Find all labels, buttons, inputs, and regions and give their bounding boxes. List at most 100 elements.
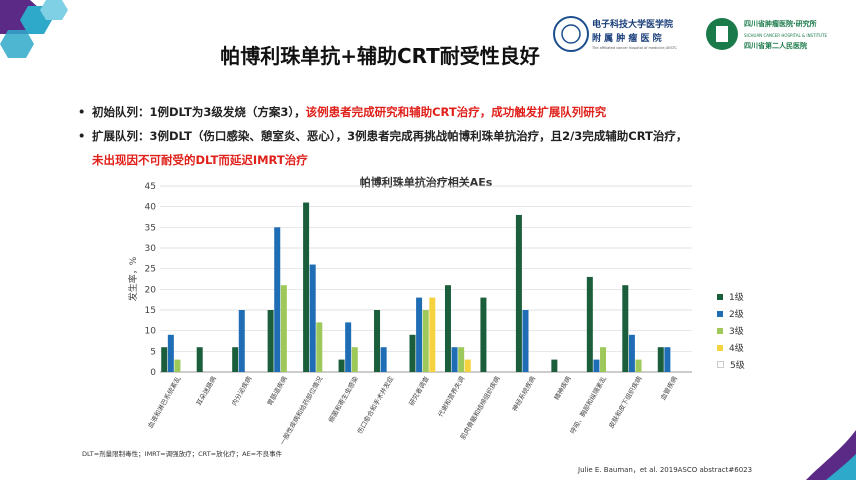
bar-1级 [657, 347, 664, 372]
x-tick-label: 耳朵迷路病 [194, 374, 218, 407]
bar-2级 [628, 334, 635, 372]
bar-1级 [338, 359, 345, 372]
bar-2级 [167, 334, 174, 372]
uestc-en: The affiliated cancer hospital of medici… [591, 46, 678, 50]
bullet-highlight: 未出现因不可耐受的DLT而延迟IMRT治疗 [92, 153, 308, 167]
sccc-name2: 四川省第二人民医院 [744, 41, 807, 50]
x-tick-label: 神经系统疾病 [510, 374, 538, 413]
x-tick-label: 肌肉骨骼和结缔组织疾病 [458, 374, 502, 441]
bar-2级 [380, 347, 387, 372]
bar-1级 [303, 202, 310, 372]
uestc-seal-icon [553, 16, 589, 52]
y-tick-label: 20 [145, 285, 157, 295]
bar-1级 [480, 297, 487, 372]
bar-4级 [464, 359, 471, 372]
uestc-sub: 附 属 肿 瘤 医 院 [592, 32, 662, 44]
bar-2级 [274, 227, 281, 372]
bar-2级 [416, 297, 423, 372]
bar-1级 [232, 347, 239, 372]
bar-2级 [522, 310, 529, 372]
bar-3级 [316, 322, 323, 372]
legend-label: 1级 [729, 293, 744, 303]
legend-item: 1级 [717, 288, 745, 305]
y-tick-label: 5 [150, 347, 156, 357]
uestc-name: 电子科技大学医学院 [592, 18, 673, 30]
bar-1级 [161, 347, 168, 372]
bar-1级 [551, 359, 558, 372]
bar-3级 [351, 347, 358, 372]
legend-label: 4级 [729, 344, 744, 354]
bar-1级 [622, 285, 629, 372]
legend-label: 2级 [729, 310, 744, 320]
bar-1级 [374, 310, 381, 372]
bullet-text: 初始队列：1例DLT为3级发烧（方案3）， [92, 105, 306, 119]
citation: Julie E. Bauman，et al. 2019ASCO abstract… [578, 466, 753, 474]
bar-2级 [664, 347, 671, 372]
bar-1级 [267, 310, 274, 372]
legend-item: 3级 [717, 322, 745, 339]
x-tick-label: 伤口愈合和手术并发症 [355, 374, 396, 435]
bullet-text: 扩展队列：3例DLT（伤口感染、憩室炎、恶心），3例患者完成再挑战帕博利珠单抗治… [92, 129, 688, 143]
y-tick-label: 30 [145, 244, 157, 254]
y-tick-label: 15 [145, 306, 156, 316]
chart-title: 帕博利珠单抗治疗相关AEs [360, 175, 493, 189]
x-tick-label: 血管疾病 [658, 374, 679, 401]
bar-2级 [451, 347, 458, 372]
x-tick-label: 血液和淋巴系统紊乱 [145, 374, 182, 430]
bar-3级 [422, 310, 429, 372]
bar-1级 [409, 334, 416, 372]
legend-item: 2级 [717, 305, 745, 322]
y-tick-label: 40 [145, 203, 157, 213]
legend-swatch [717, 361, 724, 368]
legend-swatch [717, 327, 723, 334]
bullet-list: 初始队列：1例DLT为3级发烧（方案3），该例患者完成研究和辅助CRT治疗，成功… [78, 100, 798, 172]
x-tick-label: 精神疾病 [552, 374, 573, 401]
bar-1级 [196, 347, 203, 372]
legend-label: 3级 [729, 327, 744, 337]
bar-2级 [309, 264, 316, 372]
bar-1级 [586, 276, 593, 372]
corner-wave-decoration [806, 430, 856, 480]
sccc-en: SICHUAN CANCER HOSPITAL & INSTITUTE [744, 33, 828, 38]
x-tick-label: 皮肤和皮下组织疾病 [606, 374, 643, 430]
x-tick-label: 胃肠道疾病 [265, 374, 289, 407]
corner-hexagon-decoration [0, 0, 68, 58]
bar-3级 [458, 347, 465, 372]
bullet-initial-cohort: 初始队列：1例DLT为3级发烧（方案3），该例患者完成研究和辅助CRT治疗，成功… [78, 100, 798, 124]
bar-1级 [515, 214, 522, 372]
legend-item: 5级 [717, 356, 745, 373]
sccc-name1: 四川省肿瘤医院·研究所 [744, 19, 817, 28]
y-tick-label: 45 [145, 182, 156, 192]
legend-label: 5级 [730, 361, 745, 371]
chart-legend: 1级 2级 3级 4级 5级 [717, 288, 745, 373]
bar-2级 [593, 359, 600, 372]
x-tick-label: 呼吸、胸部和纵隔紊乱 [568, 374, 609, 435]
bar-2级 [345, 322, 352, 372]
bar-3级 [635, 359, 642, 372]
slide-title: 帕博利珠单抗+辅助CRT耐受性良好 [220, 44, 540, 68]
x-tick-label: 内分泌疾病 [229, 374, 253, 407]
y-tick-label: 35 [145, 223, 156, 233]
footnote: DLT=剂量限制毒性；IMRT=调强放疗；CRT=放化疗；AE=不良事件 [82, 450, 283, 458]
legend-swatch [717, 293, 723, 300]
bullet-expansion-cohort: 扩展队列：3例DLT（伤口感染、憩室炎、恶心），3例患者完成再挑战帕博利珠单抗治… [78, 124, 798, 172]
bullet-highlight: 该例患者完成研究和辅助CRT治疗，成功触发扩展队列研究 [305, 105, 607, 119]
legend-swatch [717, 344, 723, 351]
y-tick-label: 25 [145, 265, 156, 275]
legend-swatch [717, 310, 723, 317]
hospital-logos: 电子科技大学医学院 附 属 肿 瘤 医 院 The affiliated can… [553, 16, 828, 52]
y-tick-label: 10 [145, 327, 157, 337]
bar-3级 [174, 359, 181, 372]
legend-item: 4级 [717, 339, 745, 356]
bar-3级 [280, 285, 287, 372]
x-tick-label: 细菌和寄生虫感染 [326, 374, 360, 424]
bar-4级 [429, 297, 436, 372]
y-axis-label: 发生率，% [127, 256, 139, 301]
x-tick-label: 研究者调查 [407, 374, 431, 407]
y-tick-label: 0 [150, 368, 156, 378]
x-tick-label: 代谢和营养失调 [436, 375, 467, 419]
bar-2级 [238, 310, 245, 372]
bar-1级 [444, 285, 451, 372]
bar-3级 [600, 347, 607, 372]
